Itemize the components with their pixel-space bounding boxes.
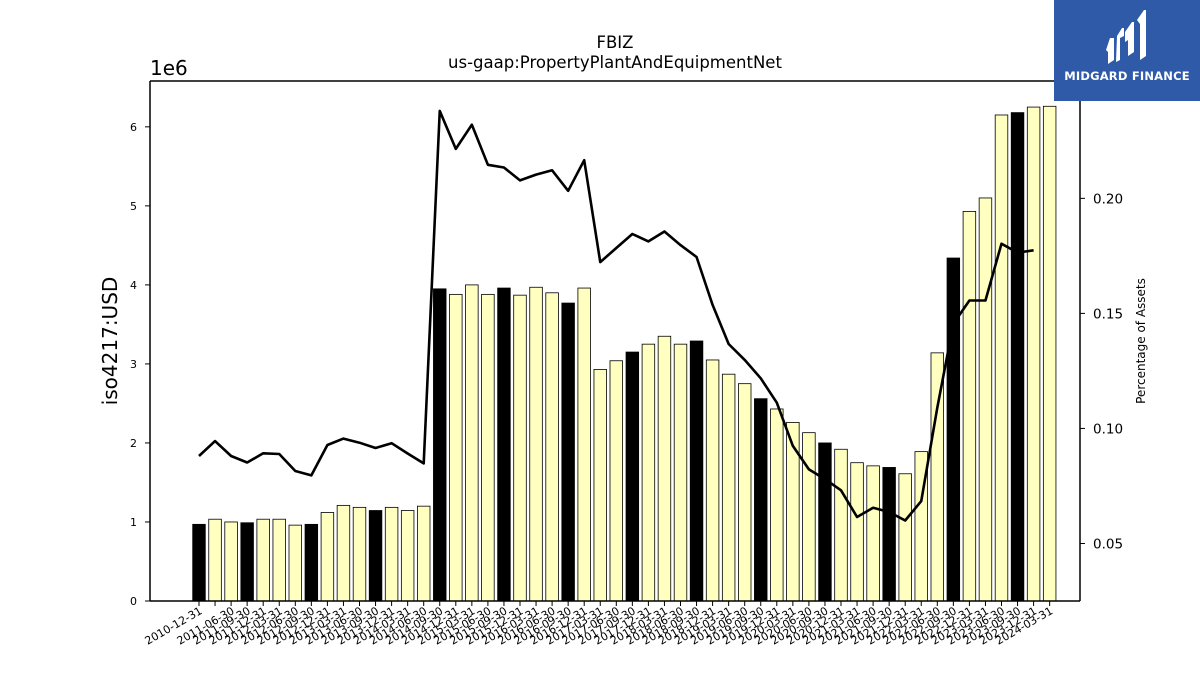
bar-2021-09-30: [882, 467, 896, 602]
bar-2011-09-30: [240, 522, 254, 602]
bar-2012-06-30: [288, 524, 303, 602]
bar-2016-03-31: [529, 286, 543, 602]
bar-2020-12-31: [834, 448, 848, 602]
bar-2015-06-30: [481, 293, 495, 602]
bar-2014-06-30: [416, 505, 431, 602]
bar-2018-06-30: [673, 343, 688, 602]
bar-2023-06-30: [994, 114, 1009, 602]
bar-2012-03-31: [272, 518, 286, 602]
bar-2013-06-30: [352, 506, 367, 602]
bar-2023-03-31: [978, 197, 993, 602]
bar-2020-03-31: [786, 421, 800, 602]
bar-2020-06-30: [802, 432, 816, 602]
bar-2012-09-30: [304, 523, 319, 602]
bar-2018-09-30: [689, 340, 704, 602]
bar-2014-03-31: [400, 510, 415, 602]
bar-2011-06-30: [224, 521, 238, 602]
bar-2017-12-31: [641, 343, 656, 602]
y2-tick-label: 0.20: [1093, 191, 1123, 207]
bar-2010-12-31: [192, 523, 206, 602]
bar-2021-12-31: [898, 473, 912, 602]
bar-2019-09-30: [754, 398, 768, 602]
logo-mark-icon: [1106, 10, 1146, 64]
bar-2024-03-31: [1042, 105, 1057, 602]
bar-series: [192, 105, 1057, 602]
brand-logo: MIDGARD FINANCE: [1054, 0, 1200, 101]
y-tick-label: 1: [130, 516, 137, 529]
bar-2019-12-31: [770, 408, 784, 602]
logo-text: MIDGARD FINANCE: [1064, 69, 1190, 83]
y-tick-label: 4: [130, 279, 137, 292]
bar-2018-03-31: [657, 335, 672, 602]
bar-2016-12-31: [577, 287, 591, 602]
bar-2021-03-31: [850, 462, 864, 602]
percentage-line: [198, 109, 1034, 522]
bar-2014-09-30: [433, 288, 447, 602]
bar-2015-03-31: [465, 284, 479, 602]
bar-2018-12-31: [705, 359, 720, 602]
bar-2021-06-30: [866, 465, 880, 602]
bar-2020-09-30: [818, 442, 832, 602]
y-tick-label: 2: [130, 437, 137, 450]
bar-2011-12-31: [256, 518, 270, 602]
bar-2017-09-30: [625, 351, 640, 602]
bar-2015-09-30: [497, 287, 511, 602]
y-tick-label: 6: [130, 121, 137, 134]
bar-2013-09-30: [368, 510, 383, 602]
y-tick-label: 3: [130, 358, 137, 371]
y2-tick-label: 0.15: [1093, 306, 1123, 322]
bar-2015-12-31: [513, 294, 527, 602]
y-tick-label: 5: [130, 200, 137, 213]
bar-2017-03-31: [593, 369, 607, 602]
bar-2022-09-30: [946, 257, 961, 602]
bar-2016-09-30: [561, 302, 575, 602]
bar-2023-09-30: [1010, 112, 1025, 602]
y2-tick-label: 0.10: [1093, 421, 1123, 437]
bar-2013-12-31: [384, 506, 399, 602]
bar-2012-12-31: [320, 512, 335, 602]
bar-2017-06-30: [609, 360, 624, 602]
bar-2019-03-31: [721, 373, 736, 602]
bar-2014-12-31: [449, 293, 463, 602]
bar-2019-06-30: [738, 383, 752, 602]
y2-axis-label: Percentage of Assets: [1134, 278, 1148, 404]
bar-2023-12-31: [1026, 106, 1041, 602]
y-tick-label: 0: [130, 595, 137, 608]
chart-subtitle: us-gaap:PropertyPlantAndEquipmentNet: [448, 53, 782, 72]
bar-2013-03-31: [336, 504, 351, 602]
y-multiplier-label: 1e6: [150, 56, 188, 80]
bar-2022-12-31: [962, 210, 977, 602]
y-axis-label: iso4217:USD: [98, 277, 122, 406]
axes: 01234560.050.100.150.202010-12-312011-06…: [130, 80, 1123, 648]
percentage-line-series: [198, 109, 1034, 522]
y2-tick-label: 0.05: [1093, 536, 1123, 552]
bar-2011-03-31: [208, 518, 222, 602]
chart-title: FBIZ: [597, 33, 634, 52]
bar-2016-06-30: [545, 292, 559, 602]
